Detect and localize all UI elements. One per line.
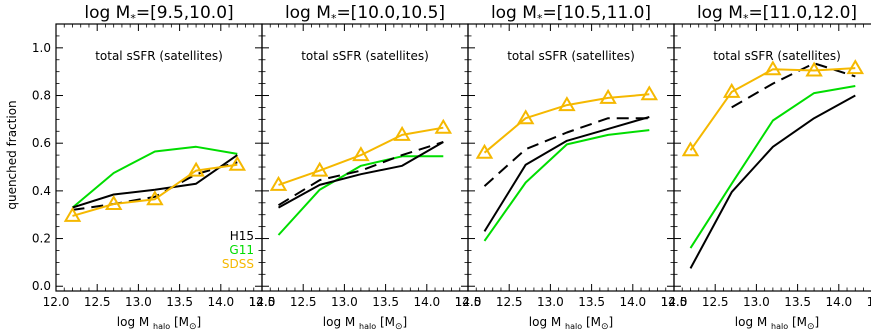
x-tick-label: 13.0 xyxy=(331,295,358,309)
x-tick-label: 12.5 xyxy=(496,295,523,309)
x-tick-label: 12.5 xyxy=(702,295,729,309)
x-tick-label: 14.5 xyxy=(661,295,688,309)
sdss-point-marker xyxy=(599,88,617,104)
x-tick-label: 13.5 xyxy=(784,295,811,309)
sdss-point-marker xyxy=(434,118,453,134)
sdss-point-marker xyxy=(146,190,164,206)
series-line-h15-dashed xyxy=(72,161,238,211)
x-axis-label: log M halo [M⊙] xyxy=(735,315,819,332)
x-tick-label: 13.5 xyxy=(578,295,605,309)
sdss-point-marker xyxy=(393,125,411,141)
sdss-point-marker xyxy=(310,161,329,177)
x-axis-label: log M halo [M⊙] xyxy=(529,315,613,332)
sdss-point-marker xyxy=(187,161,205,177)
panel-frame xyxy=(673,23,871,292)
series-line-g11 xyxy=(71,145,238,209)
x-tick-label: 14.0 xyxy=(619,295,646,309)
series-line-h15 xyxy=(483,116,650,232)
sdss-point-marker xyxy=(352,146,370,162)
series-line-sdss xyxy=(72,163,238,217)
panel-title: log M*=[9.5,10.0] xyxy=(84,3,233,25)
sdss-point-marker xyxy=(269,175,288,191)
series-line-h15 xyxy=(72,154,238,209)
x-tick-label: 12.0 xyxy=(43,295,70,309)
series-line-sdss xyxy=(689,67,856,151)
panel-1: 12.0 12.5 13.0 13.5 14.0 14.5 0.0 0.2 0.4 0.6 0.8 1… xyxy=(32,3,275,332)
x-tick-label: 13.0 xyxy=(743,295,770,309)
x-tick-label: 13.5 xyxy=(166,295,193,309)
panels: 12.0 12.5 13.0 13.5 14.0 14.5 0.0 0.2 0.4 0.6 0.8 1… xyxy=(32,3,871,332)
y-tick-label: 0.8 xyxy=(32,89,51,103)
series-line-h15-dashed xyxy=(483,117,650,187)
x-tick-label: 12.5 xyxy=(84,295,111,309)
series-line-g11 xyxy=(689,85,856,249)
sdss-point-marker xyxy=(516,109,535,125)
x-tick-label: 12.0 xyxy=(661,295,688,309)
sdss-point-marker xyxy=(764,60,782,76)
panel-annotation: total sSFR (satellites) xyxy=(713,49,841,63)
panel-2: 12.0 12.5 13.0 13.5 14.0 14.5 log M*=[10.0,10.… xyxy=(249,3,482,332)
panel-annotation: total sSFR (satellites) xyxy=(95,49,223,63)
y-tick-label: 0.6 xyxy=(32,136,51,150)
y-tick-label: 0.2 xyxy=(32,232,51,246)
sdss-point-marker xyxy=(846,59,865,75)
x-tick-label: 14.0 xyxy=(207,295,234,309)
sdss-point-marker xyxy=(681,141,700,157)
sdss-point-marker xyxy=(104,195,123,210)
x-tick-label: 12.5 xyxy=(290,295,317,309)
sdss-point-marker xyxy=(640,85,659,101)
y-axis-label: quenched fraction xyxy=(5,100,19,209)
sdss-point-marker xyxy=(558,96,576,112)
x-axis-label: log M halo [M⊙] xyxy=(323,315,407,332)
x-tick-label: 14.0 xyxy=(413,295,440,309)
series-line-g11 xyxy=(483,129,650,242)
sdss-point-marker xyxy=(805,61,823,77)
sdss-point-marker xyxy=(475,143,494,159)
sdss-point-marker xyxy=(722,82,741,98)
y-tick-label: 0.0 xyxy=(32,279,51,293)
series-line-h15 xyxy=(278,141,444,209)
x-tick-label: 12.0 xyxy=(455,295,482,309)
legend-h15: H15 xyxy=(230,229,254,243)
x-tick-label: 14.5 xyxy=(455,295,482,309)
series-line-g11 xyxy=(277,155,444,236)
series-line-sdss xyxy=(278,126,444,186)
series-line-sdss xyxy=(483,93,650,154)
sdss-point-marker xyxy=(228,155,247,171)
panel-frame xyxy=(261,23,469,292)
panel-4: 12.0 12.5 13.0 13.5 14.0 14.5 log M*=[11.0,12.… xyxy=(661,3,871,332)
panel-3: 12.0 12.5 13.0 13.5 14.0 14.5 log M*=[10.5,11.… xyxy=(455,3,688,332)
panel-title: log M*=[10.5,11.0] xyxy=(491,3,651,25)
panel-annotation: total sSFR (satellites) xyxy=(507,49,635,63)
x-tick-label: 12.0 xyxy=(249,295,276,309)
panel-annotation: total sSFR (satellites) xyxy=(301,49,429,63)
x-tick-label: 13.0 xyxy=(537,295,564,309)
legend-g11: G11 xyxy=(229,243,254,257)
x-tick-label: 13.5 xyxy=(372,295,399,309)
y-tick-label: 0.4 xyxy=(32,184,51,198)
x-tick-label: 14.0 xyxy=(825,295,852,309)
x-tick-label: 13.0 xyxy=(125,295,152,309)
panel-title: log M*=[10.0,10.5] xyxy=(285,3,445,25)
x-tick-label: 14.5 xyxy=(867,295,871,309)
legend-sdss: SDSS xyxy=(222,257,254,271)
x-axis-label: log M halo [M⊙] xyxy=(117,315,201,332)
panel-frame xyxy=(467,23,675,292)
series-line-h15 xyxy=(689,94,856,269)
x-tick-label: 14.5 xyxy=(249,295,276,309)
sdss-point-marker xyxy=(63,206,82,222)
y-tick-label: 1.0 xyxy=(32,41,51,55)
panel-title: log M*=[11.0,12.0] xyxy=(697,3,857,25)
